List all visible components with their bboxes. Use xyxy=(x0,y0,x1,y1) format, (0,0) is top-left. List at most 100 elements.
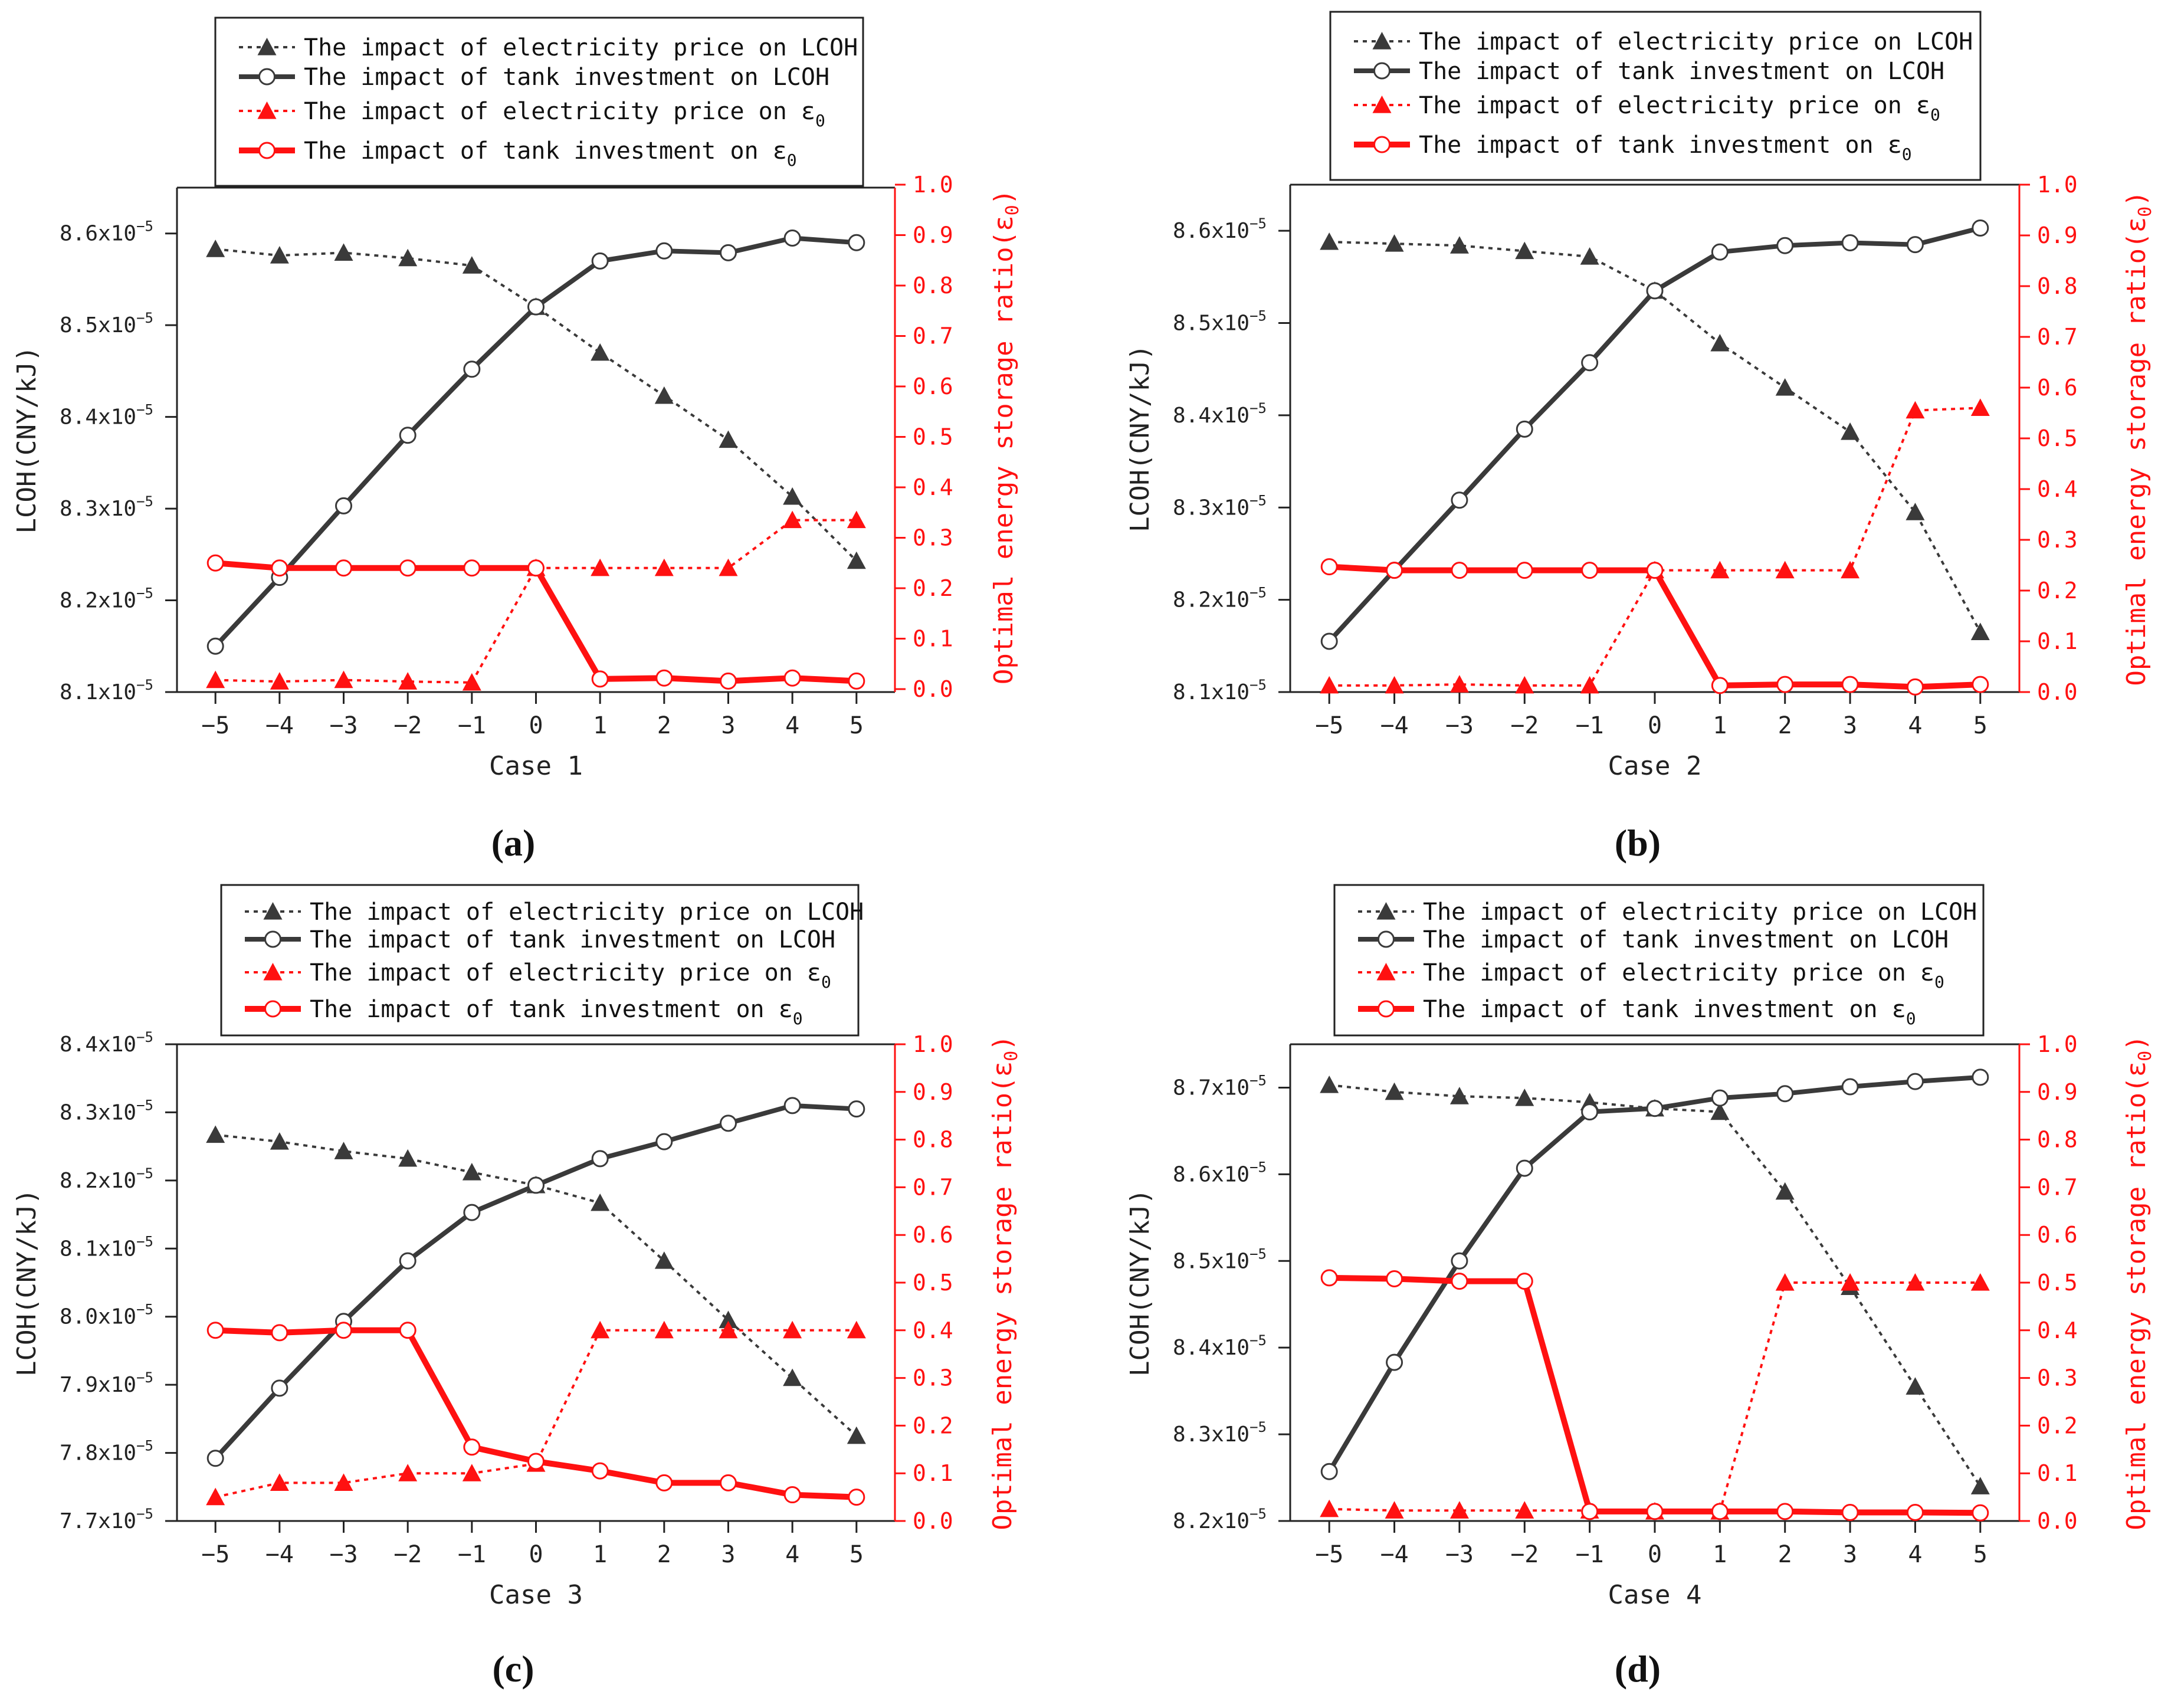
x-axis-label: Case 4 xyxy=(1608,1580,1702,1610)
legend-label: The impact of tank investment on LCOH xyxy=(1423,926,1949,953)
series-line xyxy=(215,1329,857,1499)
data-point xyxy=(847,1320,866,1339)
data-point xyxy=(1972,1068,1989,1086)
data-point xyxy=(527,559,545,577)
data-point xyxy=(334,1142,353,1159)
legend-label-text: The impact of electricity price on ε xyxy=(310,959,821,986)
data-point xyxy=(1449,675,1469,693)
y-right-tick-label: 0.4 xyxy=(2037,476,2078,502)
y-left-tick-label: 7.7x10−5 xyxy=(60,1506,153,1533)
data-point xyxy=(848,672,865,690)
data-point xyxy=(270,1473,289,1491)
x-tick-label: 0 xyxy=(1648,712,1662,739)
data-point xyxy=(654,1251,674,1269)
data-point xyxy=(1841,234,1859,252)
y-right-tick-label: 0.3 xyxy=(913,1365,953,1391)
data-point xyxy=(654,386,674,404)
data-point xyxy=(1972,676,1989,693)
series-2 xyxy=(206,510,866,691)
series-2 xyxy=(206,1320,866,1506)
data-point xyxy=(1970,622,1990,640)
data-point xyxy=(398,672,418,690)
data-point xyxy=(591,1462,609,1480)
y-right-axis-label-close: ) xyxy=(2121,191,2152,206)
legend-label-text: The impact of tank investment on ε xyxy=(310,996,793,1023)
data-point xyxy=(1841,1078,1859,1096)
y-left-tick-mantissa: 8.3x10 xyxy=(60,497,136,521)
y-left-tick-mantissa: 8.2x10 xyxy=(1173,1509,1249,1533)
y-left-tick-label: 8.3x10−5 xyxy=(1173,492,1267,520)
data-point xyxy=(1386,1270,1403,1288)
data-point xyxy=(1320,1499,1339,1517)
data-point xyxy=(206,1125,225,1143)
y-left-tick-label: 8.4x10−5 xyxy=(1173,1332,1267,1360)
series-3 xyxy=(206,554,865,690)
data-point xyxy=(1841,422,1860,440)
y-left-tick-label: 8.2x10−5 xyxy=(1173,585,1267,612)
x-tick-label: 5 xyxy=(850,712,864,739)
y-left-tick-label: 8.6x10−5 xyxy=(60,218,153,246)
y-right-tick-label: 0.0 xyxy=(2037,1508,2078,1534)
data-point xyxy=(398,1464,418,1481)
data-point xyxy=(399,427,416,444)
data-point xyxy=(1515,1089,1534,1106)
series-line xyxy=(215,248,858,562)
y-right-tick-label: 0.1 xyxy=(2037,1460,2078,1486)
y-left-tick-label: 8.3x10−5 xyxy=(1173,1419,1267,1447)
y-right-tick-label: 0.1 xyxy=(913,1460,953,1486)
data-point xyxy=(398,248,418,267)
data-point xyxy=(1451,1252,1468,1270)
data-point xyxy=(1320,232,1339,250)
y-left-tick-exponent: −5 xyxy=(136,585,153,602)
data-point xyxy=(1451,1273,1468,1290)
data-point xyxy=(1841,560,1860,579)
data-point xyxy=(1710,333,1730,352)
data-point xyxy=(1449,1501,1469,1519)
y-right-tick-label: 1.0 xyxy=(2037,1031,2078,1057)
x-tick-label: −3 xyxy=(329,1541,358,1568)
x-tick-label: 3 xyxy=(1843,712,1857,739)
data-point xyxy=(271,1379,288,1397)
legend-label-sub: 0 xyxy=(815,111,825,130)
data-point xyxy=(655,669,673,687)
data-point xyxy=(591,1193,610,1211)
data-point xyxy=(783,487,802,505)
legend-swatch-marker xyxy=(264,930,281,948)
series-1 xyxy=(206,1097,865,1467)
legend-box xyxy=(214,17,864,187)
data-point xyxy=(1451,562,1468,579)
data-point xyxy=(206,554,224,572)
data-point xyxy=(591,670,609,688)
legend-swatch-marker xyxy=(1376,963,1396,981)
y-left-tick-exponent: −5 xyxy=(1249,492,1267,509)
y-right-axis-label-sub: 0 xyxy=(1002,205,1023,215)
y-left-tick-label: 8.7x10−5 xyxy=(1173,1072,1267,1100)
x-tick-label: 1 xyxy=(1713,1541,1727,1568)
y-left-tick-exponent: −5 xyxy=(1249,1332,1267,1349)
y-right-axis-label-sub: 0 xyxy=(2135,206,2156,217)
data-point xyxy=(206,1322,224,1339)
data-point xyxy=(719,1474,737,1491)
legend-swatch-marker xyxy=(258,142,276,159)
data-point xyxy=(527,1453,545,1470)
y-left-tick-exponent: −5 xyxy=(136,1029,153,1045)
data-point xyxy=(1776,676,1794,693)
y-left-tick-label: 7.9x10−5 xyxy=(60,1369,153,1397)
data-point xyxy=(1646,282,1664,300)
y-right-axis-label-sub: 0 xyxy=(1001,1051,1022,1061)
data-point xyxy=(1906,1073,1924,1090)
y-left-tick-mantissa: 8.3x10 xyxy=(1173,1422,1249,1447)
x-tick-label: −4 xyxy=(265,1541,294,1568)
data-point xyxy=(334,243,353,261)
data-point xyxy=(591,1150,609,1168)
data-point xyxy=(848,1100,865,1118)
data-point xyxy=(462,673,481,691)
data-point xyxy=(1906,1273,1925,1291)
data-point xyxy=(1775,560,1795,579)
y-right-tick-label: 0.7 xyxy=(913,1174,953,1200)
y-left-tick-mantissa: 8.4x10 xyxy=(60,1032,136,1057)
x-tick-label: 2 xyxy=(657,712,671,739)
legend-label-text: The impact of tank investment on ε xyxy=(1419,132,1902,159)
